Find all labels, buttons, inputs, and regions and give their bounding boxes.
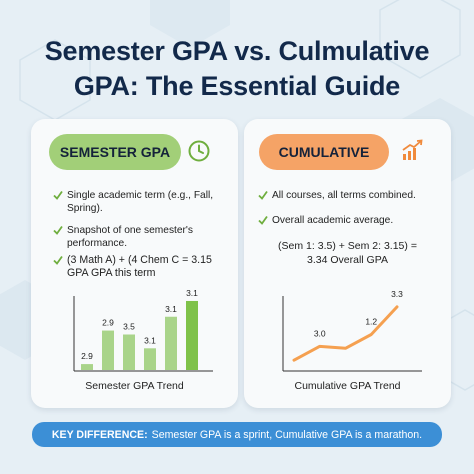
page-title: Semester GPA vs. Culmulative GPA: The Es… <box>0 34 474 104</box>
cumulative-bullet-1-line-1: All courses, all terms combined. <box>272 190 416 201</box>
bar-6 <box>186 300 198 370</box>
line-label-3: 3.3 <box>391 289 403 299</box>
line-point-2 <box>318 345 321 348</box>
check-icon <box>53 255 63 265</box>
semester-bullet-2-line-2: performance. <box>67 238 128 249</box>
cumulative-formula: (Sem 1: 3.5) + Sem 2: 3.15) = 3.34 Overa… <box>244 239 451 267</box>
bar-1-label: 2.9 <box>81 351 93 361</box>
cumulative-gpa-line-chart: 3.0 1.2 3.3 <box>282 289 422 372</box>
cumulative-formula-line-2: 3.34 Overall GPA <box>307 254 388 266</box>
semester-bullet-3-line-1: (3 Math A) + (4 Chem C = 3.15 <box>67 254 212 266</box>
bar-5-label: 3.1 <box>165 304 177 314</box>
cumulative-series-line <box>292 305 399 362</box>
cumulative-gpa-card: CUMULATIVE All courses, all terms combin… <box>244 119 451 408</box>
semester-bullet-2: Snapshot of one semester's performance. <box>53 224 233 250</box>
cumulative-chart-title: Cumulative GPA Trend <box>294 380 401 392</box>
check-icon <box>53 190 63 200</box>
bar-3 <box>123 334 135 370</box>
semester-bullet-1-line-2: Spring). <box>67 203 103 214</box>
line-label-1: 3.0 <box>314 328 326 338</box>
line-label-2: 1.2 <box>365 317 377 327</box>
bar-6-label: 3.1 <box>186 288 198 298</box>
bar-2 <box>102 330 114 370</box>
cumulative-bullet-1: All courses, all terms combined. <box>258 189 448 202</box>
clock-icon <box>188 140 210 162</box>
bar-5 <box>165 316 177 370</box>
line-point-4 <box>370 333 373 336</box>
semester-bullet-3: (3 Math A) + (4 Chem C = 3.15 GPA GPA th… <box>53 254 238 280</box>
page-title-line-1: Semester GPA vs. Culmulative <box>44 36 430 66</box>
rising-bars-chart-icon <box>402 139 423 160</box>
cumulative-bullet-2: Overall academic average. <box>258 214 448 227</box>
bar-4 <box>144 348 156 370</box>
semester-gpa-card: SEMESTER GPA Single academic term (e.g.,… <box>31 119 238 408</box>
semester-bullet-2-line-1: Snapshot of one semester's <box>67 225 193 236</box>
semester-bullet-1: Single academic term (e.g., Fall, Spring… <box>53 189 233 215</box>
semester-gpa-bar-chart: 2.9 2.9 3.5 3.1 3.1 3.1 <box>73 288 213 372</box>
bar-2-label: 2.9 <box>102 318 114 328</box>
line-point-5 <box>395 305 399 309</box>
check-icon <box>258 215 268 225</box>
cumulative-bullet-2-line-1: Overall academic average. <box>272 215 394 226</box>
page-title-line-2: GPA: The Essential Guide <box>73 71 401 101</box>
key-difference-label: KEY DIFFERENCE: <box>51 428 148 441</box>
key-difference-text: Semester GPA is a sprint, Cumulative GPA… <box>151 428 423 441</box>
semester-bullet-3-line-2: GPA GPA this term <box>67 267 156 279</box>
line-point-1 <box>292 358 296 362</box>
key-difference-banner: KEY DIFFERENCE: Semester GPA is a sprint… <box>32 422 442 447</box>
bar-3-label: 3.5 <box>123 322 135 332</box>
semester-gpa-pill: SEMESTER GPA <box>49 134 181 170</box>
cumulative-pill: CUMULATIVE <box>259 134 389 170</box>
check-icon <box>53 225 63 235</box>
check-icon <box>258 190 268 200</box>
cumulative-formula-line-1: (Sem 1: 3.5) + Sem 2: 3.15) = <box>278 240 417 252</box>
bar-1 <box>81 364 93 370</box>
semester-bullet-1-line-1: Single academic term (e.g., Fall, <box>67 190 214 201</box>
bar-4-label: 3.1 <box>144 335 156 345</box>
semester-chart-title: Semester GPA Trend <box>85 380 184 392</box>
line-point-3 <box>344 347 347 350</box>
